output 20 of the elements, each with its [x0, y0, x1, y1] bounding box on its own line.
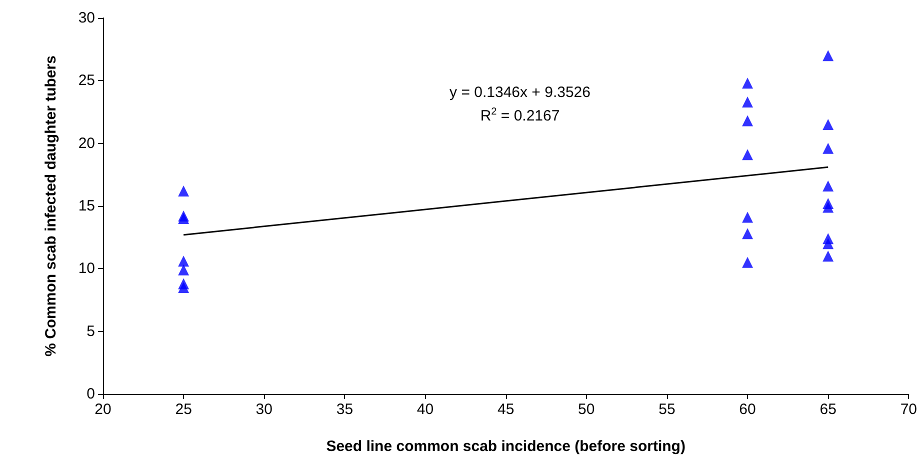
annotation: y = 0.1346x + 9.3526	[450, 84, 590, 101]
y-tick-label: 25	[78, 72, 95, 90]
y-tick-label: 10	[78, 260, 95, 278]
x-tick-label: 60	[739, 401, 756, 418]
x-tick-label: 65	[820, 401, 836, 418]
y-axis-title: % Common scab infected daughter tubers	[42, 56, 60, 356]
x-tick-label: 30	[256, 401, 272, 418]
x-axis-title: Seed line common scab incidence (before sorting)	[326, 438, 686, 455]
x-tick-label: 70	[900, 401, 917, 418]
y-tick-label: 30	[78, 10, 95, 26]
x-tick-label: 35	[336, 401, 354, 418]
y-tick-label: 15	[78, 198, 95, 214]
x-tick-label: 50	[578, 401, 595, 418]
y-tick-label: 20	[78, 134, 95, 152]
x-tick-label: 45	[497, 401, 514, 418]
x-tick-label: 55	[658, 401, 676, 418]
y-tick-label: 5	[86, 322, 95, 340]
x-tick-label: 40	[416, 401, 434, 418]
x-tick-label: 25	[175, 401, 192, 418]
y-tick-label: 0	[86, 386, 95, 402]
